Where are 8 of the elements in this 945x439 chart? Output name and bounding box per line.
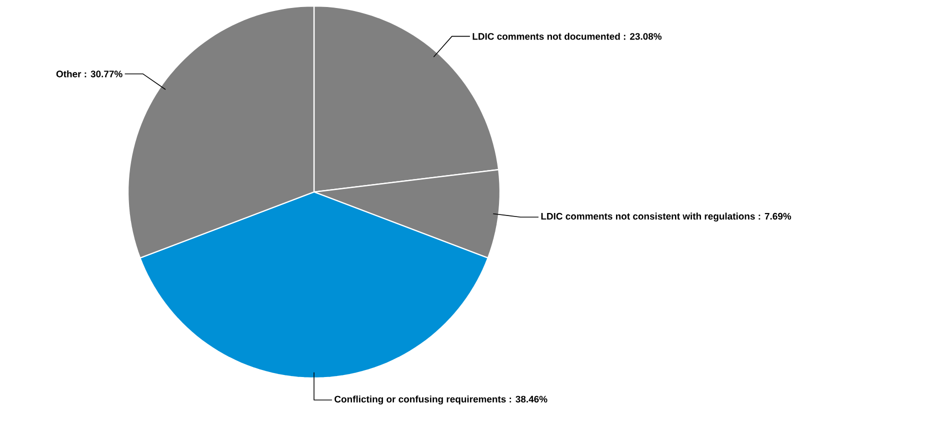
data-label: : 7.69%	[758, 212, 792, 220]
slice-label: Other	[56, 70, 82, 78]
slice-label: LDIC comments not documented	[472, 32, 620, 40]
data-label: : 38.46%	[510, 396, 548, 403]
data-label: : 23.08%	[624, 33, 662, 40]
slice-label: LDIC comments not consistent with regulations	[541, 212, 755, 222]
slice-label: Conflicting or confusing requirements	[334, 396, 506, 404]
data-label: : 30.77%	[84, 70, 122, 78]
